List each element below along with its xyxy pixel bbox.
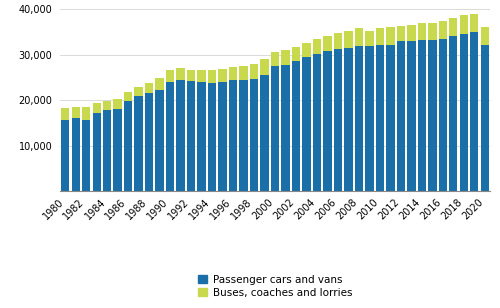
Bar — [124, 101, 132, 191]
Bar — [92, 113, 101, 191]
Bar — [176, 68, 185, 80]
Bar — [218, 69, 227, 82]
Bar — [134, 96, 143, 191]
Bar — [365, 30, 374, 47]
Bar — [376, 28, 384, 45]
Bar — [460, 34, 468, 191]
Bar — [323, 51, 332, 191]
Legend: Passenger cars and vans, Buses, coaches and lorries: Passenger cars and vans, Buses, coaches … — [196, 273, 354, 300]
Bar — [365, 47, 374, 191]
Bar — [292, 61, 300, 191]
Bar — [302, 43, 310, 57]
Bar — [240, 80, 248, 191]
Bar — [354, 28, 363, 46]
Bar — [271, 66, 279, 191]
Bar — [260, 59, 268, 75]
Bar — [386, 27, 394, 45]
Bar — [438, 21, 447, 39]
Bar — [470, 14, 478, 32]
Bar — [480, 27, 489, 45]
Bar — [428, 40, 436, 191]
Bar — [470, 32, 478, 191]
Bar — [460, 15, 468, 34]
Bar — [229, 80, 237, 191]
Bar — [145, 93, 154, 191]
Bar — [407, 25, 416, 41]
Bar — [428, 23, 436, 40]
Bar — [386, 45, 394, 191]
Bar — [260, 75, 268, 191]
Bar — [198, 82, 206, 191]
Bar — [376, 45, 384, 191]
Bar — [438, 39, 447, 191]
Bar — [92, 103, 101, 113]
Bar — [61, 120, 70, 191]
Bar — [344, 31, 352, 48]
Bar — [156, 90, 164, 191]
Bar — [208, 83, 216, 191]
Bar — [198, 70, 206, 82]
Bar — [166, 82, 174, 191]
Bar — [82, 120, 90, 191]
Bar — [334, 33, 342, 49]
Bar — [418, 23, 426, 40]
Bar — [302, 57, 310, 191]
Bar — [166, 70, 174, 82]
Bar — [240, 66, 248, 80]
Bar — [449, 18, 458, 36]
Bar — [313, 39, 321, 54]
Bar — [114, 99, 122, 109]
Bar — [282, 50, 290, 65]
Bar — [72, 107, 80, 118]
Bar — [208, 70, 216, 83]
Bar — [407, 41, 416, 191]
Bar — [250, 79, 258, 191]
Bar — [82, 107, 90, 120]
Bar — [72, 118, 80, 191]
Bar — [334, 49, 342, 191]
Bar — [480, 45, 489, 191]
Bar — [114, 109, 122, 191]
Bar — [134, 87, 143, 96]
Bar — [229, 67, 237, 80]
Bar — [176, 80, 185, 191]
Bar — [218, 82, 227, 191]
Bar — [323, 36, 332, 51]
Bar — [282, 65, 290, 191]
Bar — [187, 81, 196, 191]
Bar — [271, 52, 279, 66]
Bar — [292, 47, 300, 61]
Bar — [250, 64, 258, 79]
Bar — [103, 101, 112, 110]
Bar — [344, 48, 352, 191]
Bar — [354, 46, 363, 191]
Bar — [396, 42, 405, 191]
Bar — [313, 54, 321, 191]
Bar — [61, 108, 70, 120]
Bar — [187, 70, 196, 81]
Bar — [156, 78, 164, 90]
Bar — [124, 92, 132, 101]
Bar — [145, 83, 154, 93]
Bar — [103, 110, 112, 191]
Bar — [396, 26, 405, 42]
Bar — [418, 40, 426, 191]
Bar — [449, 36, 458, 191]
